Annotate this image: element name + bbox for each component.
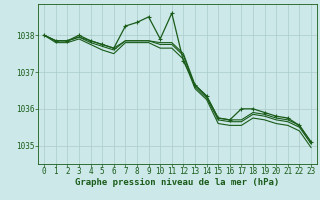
X-axis label: Graphe pression niveau de la mer (hPa): Graphe pression niveau de la mer (hPa) [76, 178, 280, 187]
